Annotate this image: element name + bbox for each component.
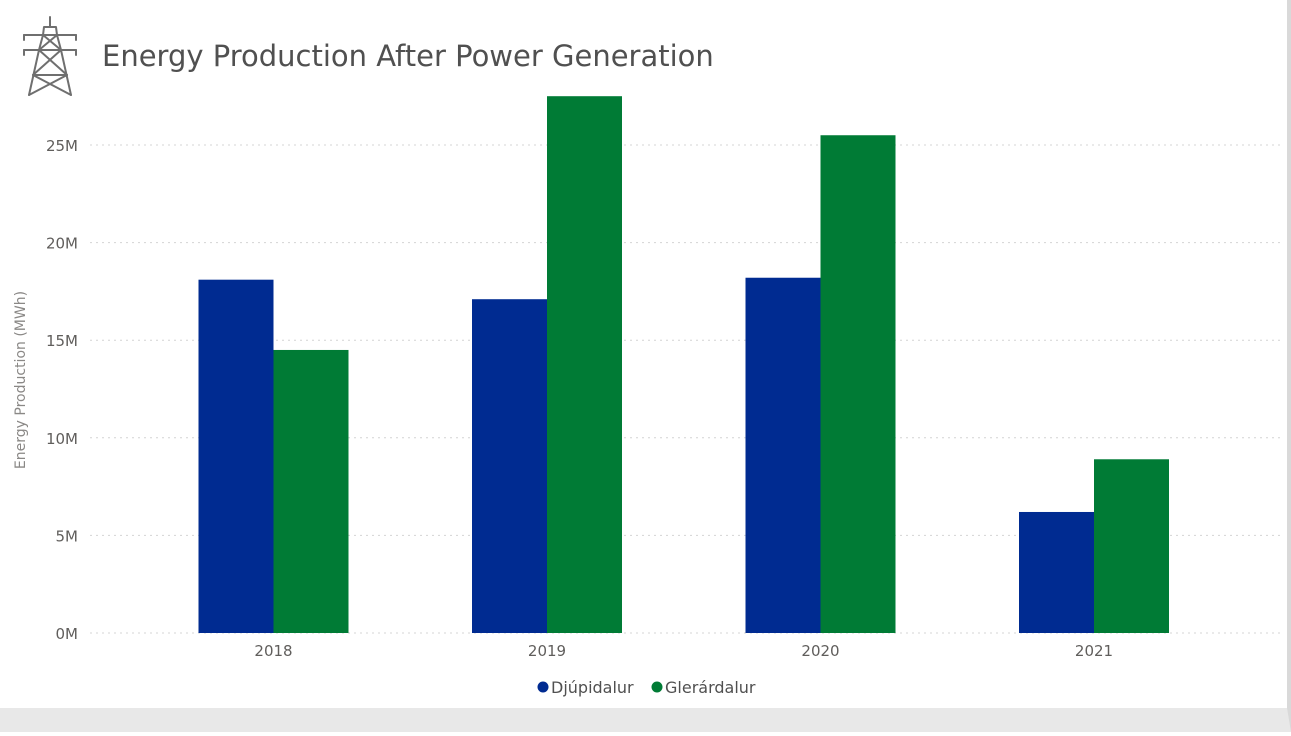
legend-marker — [537, 681, 549, 693]
power-transmission-tower-icon — [23, 16, 77, 96]
x-tick-label: 2020 — [801, 642, 839, 660]
legend-label: Djúpidalur — [551, 678, 634, 697]
bar-2020-0[interactable] — [745, 277, 821, 633]
x-axis-ticks: 2018 2019 2020 2021 — [254, 642, 1113, 660]
bar-2018-1[interactable] — [273, 349, 349, 633]
y-tick-label: 0M — [56, 625, 79, 643]
y-axis-label: Energy Production (MWh) — [13, 291, 29, 469]
bar-2019-0[interactable] — [472, 299, 547, 633]
y-tick-label: 5M — [56, 527, 79, 545]
bar-2021-1[interactable] — [1094, 459, 1169, 633]
legend-marker — [651, 681, 663, 693]
bar-2021-0[interactable] — [1019, 511, 1094, 633]
x-tick-label: 2019 — [528, 642, 566, 660]
y-tick-label: 15M — [46, 332, 78, 350]
y-tick-label: 10M — [46, 430, 78, 448]
bar-2020-1[interactable] — [820, 135, 896, 634]
x-tick-label: 2021 — [1075, 642, 1113, 660]
bars — [198, 96, 1169, 634]
chart-title: Energy Production After Power Generation — [102, 39, 714, 73]
y-axis-ticks: 0M 5M 10M 15M 20M 25M — [46, 137, 78, 643]
legend: Djúpidalur Glerárdalur — [537, 678, 756, 697]
legend-label: Glerárdalur — [665, 678, 756, 697]
bar-2018-0[interactable] — [198, 279, 274, 633]
x-tick-label: 2018 — [254, 642, 292, 660]
bar-2019-1[interactable] — [547, 96, 622, 633]
y-tick-label: 25M — [46, 137, 78, 155]
y-tick-label: 20M — [46, 235, 78, 253]
